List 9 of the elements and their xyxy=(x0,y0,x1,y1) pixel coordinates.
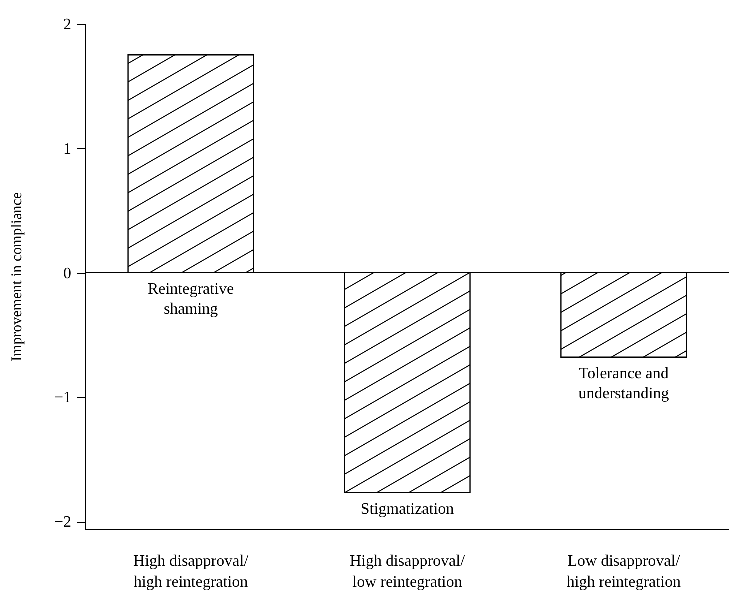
y-axis-title: Improvement in compliance xyxy=(9,192,26,362)
y-tick-label: 0 xyxy=(64,265,72,282)
y-tick-label: −2 xyxy=(54,514,72,532)
annotation: Stigmatization xyxy=(360,500,454,518)
y-tick-label: 1 xyxy=(64,140,72,158)
y-tick-label: 2 xyxy=(64,16,72,34)
y-tick-label: −1 xyxy=(54,390,72,407)
annotation: Reintegrative shaming xyxy=(148,280,234,318)
annotation: Tolerance and understanding xyxy=(578,365,670,402)
